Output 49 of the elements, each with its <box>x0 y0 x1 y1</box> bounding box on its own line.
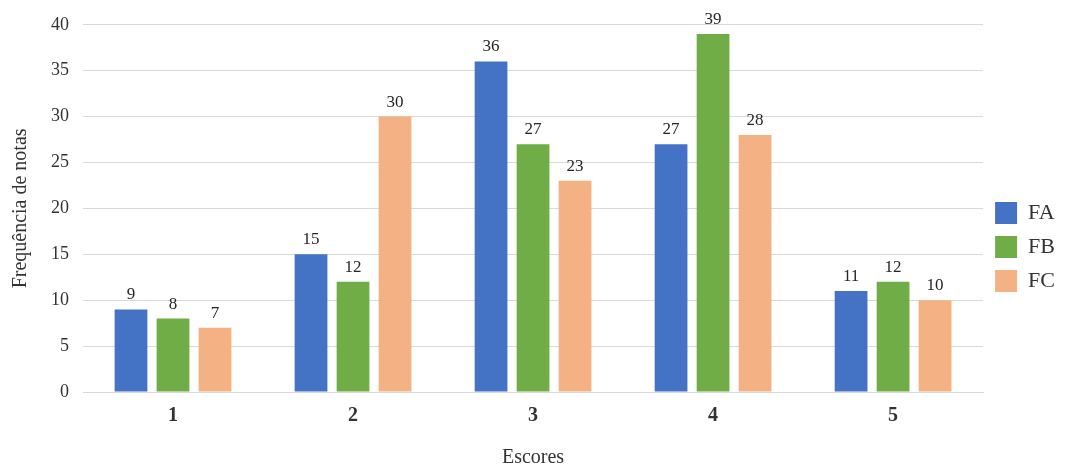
bar <box>558 180 592 392</box>
bar <box>696 33 730 392</box>
bar <box>516 144 550 392</box>
bar <box>738 134 772 392</box>
x-tick-label: 4 <box>708 403 719 426</box>
data-label: 27 <box>662 119 681 139</box>
data-label: 10 <box>926 275 944 295</box>
data-label: 8 <box>168 293 178 313</box>
data-label: 15 <box>302 229 320 249</box>
bar <box>336 281 370 392</box>
bar <box>378 116 412 392</box>
legend-label: FA <box>1028 198 1055 224</box>
data-label: 36 <box>482 36 500 56</box>
bar <box>654 144 688 392</box>
bar <box>474 61 508 392</box>
y-tick-label: 15 <box>51 243 69 264</box>
data-label: 11 <box>842 265 860 285</box>
data-label: 9 <box>126 284 136 304</box>
bar <box>876 281 910 392</box>
x-tick-label: 3 <box>528 403 539 426</box>
data-label: 30 <box>386 91 404 111</box>
legend-label: FB <box>1028 232 1056 258</box>
data-label: 12 <box>344 256 362 276</box>
x-tick-label: 2 <box>348 403 359 426</box>
data-label: 7 <box>210 302 220 322</box>
bar <box>198 327 232 392</box>
y-tick-label: 20 <box>51 197 69 218</box>
y-tick-label: 0 <box>60 380 69 401</box>
bar <box>834 291 868 392</box>
bar <box>294 254 328 392</box>
data-label: 39 <box>704 8 722 28</box>
y-tick-label: 25 <box>51 151 69 172</box>
y-axis-title: Frequência de notas <box>8 128 32 289</box>
data-label: 23 <box>566 155 584 175</box>
y-tick-label: 10 <box>51 288 69 309</box>
y-tick-label: 35 <box>51 59 69 80</box>
y-tick-label: 30 <box>51 105 69 126</box>
legend-label: FC <box>1028 266 1056 292</box>
bar <box>156 318 190 392</box>
x-tick-label: 5 <box>888 403 899 426</box>
bar <box>918 300 952 392</box>
y-tick-label: 40 <box>51 13 69 34</box>
x-axis-title: Escores <box>501 445 565 468</box>
data-label: 28 <box>746 109 764 129</box>
data-label: 27 <box>524 119 543 139</box>
x-tick-label: 1 <box>168 403 179 426</box>
bar <box>114 309 148 392</box>
data-label: 12 <box>884 256 902 276</box>
y-tick-label: 5 <box>60 334 69 355</box>
